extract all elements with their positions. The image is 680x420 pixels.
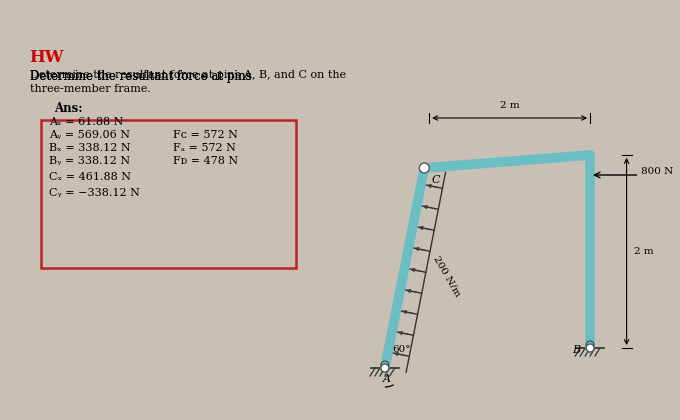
Text: Aᵧ = 569.06 N: Aᵧ = 569.06 N <box>50 130 131 140</box>
Bar <box>41 120 296 268</box>
Text: 800 N: 800 N <box>641 166 674 176</box>
Text: 2 m: 2 m <box>500 101 520 110</box>
Text: A: A <box>383 374 391 384</box>
Text: Aₓ = 61.88 N: Aₓ = 61.88 N <box>50 117 124 127</box>
Text: Fₐ = 572 N: Fₐ = 572 N <box>173 143 235 153</box>
Text: Fᴄ = 572 N: Fᴄ = 572 N <box>173 130 237 140</box>
Text: Determine the resultant force at pins: Determine the resultant force at pins <box>30 70 255 83</box>
Circle shape <box>586 344 594 352</box>
Text: 200 N/m: 200 N/m <box>432 255 462 299</box>
Text: Bᵧ = 338.12 N: Bᵧ = 338.12 N <box>50 156 131 166</box>
Text: C: C <box>431 175 440 185</box>
Text: Determine the resultant force at pins A, B, and C on the: Determine the resultant force at pins A,… <box>30 70 345 80</box>
Text: three-member frame.: three-member frame. <box>30 84 150 94</box>
Text: Bₓ = 338.12 N: Bₓ = 338.12 N <box>50 143 131 153</box>
Text: Cₓ = 461.88 N: Cₓ = 461.88 N <box>50 172 131 182</box>
Text: 2 m: 2 m <box>634 247 654 256</box>
Text: Cᵧ = −338.12 N: Cᵧ = −338.12 N <box>50 188 140 198</box>
Text: Determine the resultant force at pins: Determine the resultant force at pins <box>30 70 255 83</box>
Circle shape <box>381 361 389 369</box>
Text: Fᴅ = 478 N: Fᴅ = 478 N <box>173 156 238 166</box>
Circle shape <box>381 364 389 372</box>
Text: 60°: 60° <box>393 345 411 354</box>
Text: HW: HW <box>30 49 64 66</box>
Circle shape <box>586 341 594 349</box>
Text: Ans:: Ans: <box>54 102 83 115</box>
Text: B: B <box>573 345 581 355</box>
Circle shape <box>420 163 429 173</box>
